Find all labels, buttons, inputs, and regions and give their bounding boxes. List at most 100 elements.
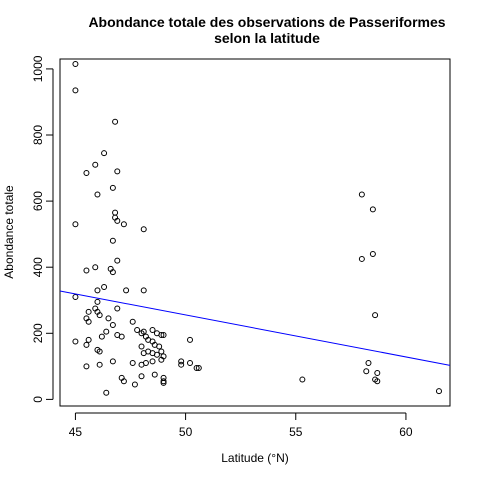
y-tick-label: 600: [31, 191, 45, 211]
data-point: [151, 371, 158, 378]
data-point: [153, 351, 160, 358]
data-point: [131, 381, 138, 388]
data-point: [96, 312, 103, 319]
data-point: [358, 191, 365, 198]
x-tick-label: 45: [69, 425, 83, 439]
data-point: [140, 287, 147, 294]
data-point: [129, 318, 136, 325]
data-point: [358, 255, 365, 262]
y-axis-label: Abondance totale: [2, 185, 16, 279]
data-point: [114, 217, 121, 224]
x-tick-label: 50: [179, 425, 193, 439]
data-point: [140, 226, 147, 233]
data-point: [123, 287, 130, 294]
data-point: [72, 87, 79, 94]
data-point: [363, 368, 370, 375]
y-tick-label: 800: [31, 125, 45, 145]
data-point: [299, 376, 306, 383]
data-point: [138, 361, 145, 368]
data-point: [96, 348, 103, 355]
data-point: [187, 360, 193, 367]
data-point: [114, 257, 121, 264]
data-point: [109, 269, 116, 276]
data-point: [109, 322, 116, 329]
data-point: [193, 364, 200, 371]
data-point: [109, 184, 116, 191]
data-point: [374, 378, 381, 385]
y-tick-label: 0: [31, 396, 45, 403]
data-point: [140, 328, 147, 335]
data-point: [158, 331, 165, 338]
data-point: [138, 343, 145, 350]
y-tick-label: 400: [31, 257, 45, 277]
data-point: [374, 369, 381, 376]
chart-title: Abondance totale des observations de Pas…: [88, 14, 445, 30]
data-point: [369, 206, 376, 213]
data-point: [83, 363, 90, 370]
data-point: [101, 150, 108, 157]
data-point: [83, 341, 90, 348]
data-point: [369, 250, 376, 257]
x-tick-label: 60: [399, 425, 413, 439]
data-point: [156, 343, 163, 350]
data-point: [187, 336, 193, 343]
data-point: [149, 358, 156, 365]
data-point: [85, 308, 92, 315]
data-point: [112, 118, 119, 125]
data-point: [149, 326, 156, 333]
data-point: [114, 168, 121, 175]
data-point: [72, 221, 79, 228]
data-point: [112, 209, 119, 216]
points-layer: [72, 60, 442, 396]
data-point: [101, 284, 108, 291]
data-point: [92, 161, 99, 168]
data-point: [94, 298, 101, 305]
data-point: [138, 373, 145, 380]
data-point: [160, 379, 167, 386]
regression-line: [59, 290, 451, 366]
x-axis: 45 50 55 60: [69, 412, 413, 439]
data-point: [94, 191, 101, 198]
x-axis-label: Latitude (°N): [221, 451, 289, 465]
data-point: [195, 364, 202, 371]
data-point: [114, 305, 121, 312]
data-point: [178, 358, 185, 365]
data-point: [158, 348, 165, 355]
plot-frame: [59, 58, 451, 407]
regression-line-layer: [59, 290, 451, 366]
data-point: [72, 293, 79, 300]
data-point: [435, 388, 442, 395]
chart-subtitle: selon la latitude: [214, 30, 320, 46]
data-point: [103, 389, 110, 396]
data-point: [92, 264, 99, 271]
data-point: [372, 312, 379, 319]
data-point: [72, 60, 79, 67]
data-point: [158, 356, 165, 363]
data-point: [103, 328, 110, 335]
data-point: [96, 361, 103, 368]
data-point: [109, 358, 116, 365]
data-point: [120, 378, 127, 385]
data-point: [72, 338, 79, 345]
data-point: [94, 287, 101, 294]
data-point: [118, 333, 125, 340]
x-tick-label: 55: [289, 425, 303, 439]
data-point: [120, 221, 127, 228]
data-point: [85, 336, 92, 343]
data-point: [134, 326, 141, 333]
data-point: [178, 361, 185, 368]
y-tick-label: 1000: [31, 55, 45, 82]
data-point: [98, 333, 105, 340]
data-point: [83, 170, 90, 177]
data-point: [105, 315, 112, 322]
y-axis: 0 200 400 600 800 1000: [31, 55, 54, 403]
data-point: [83, 267, 90, 274]
data-point: [85, 318, 92, 325]
data-point: [365, 360, 372, 367]
y-tick-label: 200: [31, 323, 45, 343]
data-point: [129, 360, 136, 367]
data-point: [160, 331, 167, 338]
data-point: [109, 237, 116, 244]
